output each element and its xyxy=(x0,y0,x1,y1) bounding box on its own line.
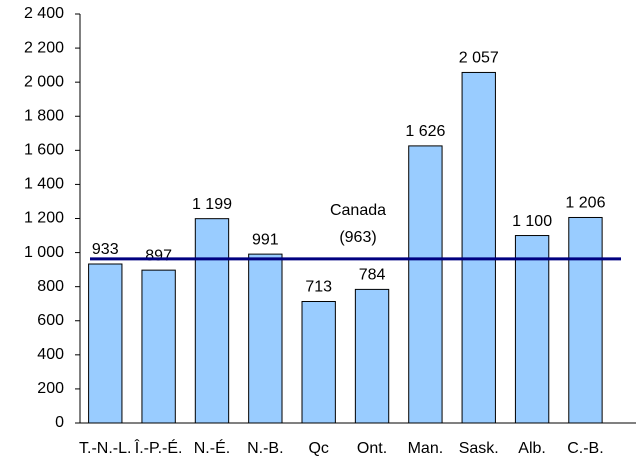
value-label: 933 xyxy=(92,241,119,258)
y-tick-label: 2 400 xyxy=(24,5,64,22)
value-label: 2 057 xyxy=(459,50,499,67)
y-tick-label: 800 xyxy=(37,278,64,295)
value-label: 1 100 xyxy=(512,213,552,230)
bar xyxy=(88,263,123,424)
value-label: 713 xyxy=(305,279,332,296)
y-tick-label: 0 xyxy=(55,414,64,431)
x-tick-label: N.-É. xyxy=(194,438,230,457)
bar xyxy=(301,300,336,424)
y-tick-label: 1 400 xyxy=(24,176,64,193)
x-tick-label: T.-N.-L. xyxy=(79,440,131,457)
value-label: 1 206 xyxy=(565,195,605,212)
bar xyxy=(194,218,230,424)
bar xyxy=(248,253,283,424)
bar xyxy=(568,216,603,424)
y-tick-label: 1 800 xyxy=(24,107,64,124)
x-tick-label: Qc xyxy=(308,440,328,457)
x-tick-label: Sask. xyxy=(459,440,499,457)
bar xyxy=(461,71,496,424)
x-tick-label: C.-B. xyxy=(567,440,603,457)
x-tick-label: Ont. xyxy=(357,440,387,457)
bar xyxy=(514,235,550,424)
reference-label: Canada xyxy=(330,202,386,219)
bar xyxy=(354,288,390,424)
x-tick-label: N.-B. xyxy=(247,440,283,457)
bar xyxy=(141,269,176,424)
reference-value-label: (963) xyxy=(339,229,376,246)
x-tick-label: Alb. xyxy=(518,440,546,457)
value-label: 784 xyxy=(359,267,386,284)
y-tick-label: 200 xyxy=(37,380,64,397)
y-tick-label: 2 200 xyxy=(24,39,64,56)
x-tick-label: Î.-P.-É. xyxy=(134,438,183,457)
y-tick-label: 2 000 xyxy=(24,73,64,90)
x-tick-label: Man. xyxy=(408,440,444,457)
y-tick-label: 1 000 xyxy=(24,244,64,261)
value-label: 897 xyxy=(145,247,172,264)
y-tick-label: 1 600 xyxy=(24,142,64,159)
value-label: 1 199 xyxy=(192,196,232,213)
y-tick-label: 600 xyxy=(37,312,64,329)
value-label: 1 626 xyxy=(405,123,445,140)
y-tick-label: 400 xyxy=(37,346,64,363)
value-label: 991 xyxy=(252,231,279,248)
y-tick-label: 1 200 xyxy=(24,210,64,227)
bar xyxy=(408,145,443,424)
